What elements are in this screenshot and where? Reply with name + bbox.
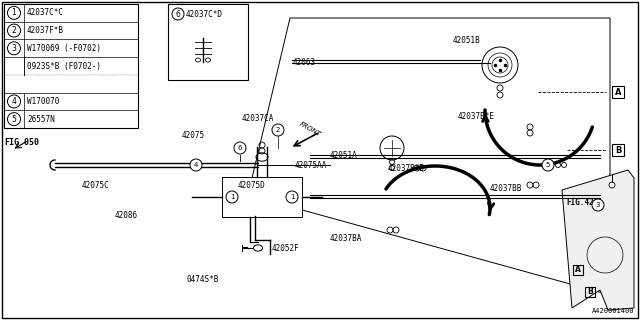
Text: 42037BB: 42037BB xyxy=(490,183,522,193)
Text: 42075C: 42075C xyxy=(82,180,109,189)
Circle shape xyxy=(226,191,238,203)
Text: W170069 (-F0702): W170069 (-F0702) xyxy=(27,44,101,53)
Text: 5: 5 xyxy=(546,162,550,168)
Bar xyxy=(168,4,248,80)
Circle shape xyxy=(542,159,554,171)
Text: 2: 2 xyxy=(276,127,280,133)
Circle shape xyxy=(8,6,20,19)
Text: A: A xyxy=(615,87,621,97)
Text: B: B xyxy=(587,287,593,297)
Text: 3: 3 xyxy=(596,202,600,208)
Text: FIG.421: FIG.421 xyxy=(566,198,598,207)
Text: 5: 5 xyxy=(12,115,17,124)
Text: A420001400: A420001400 xyxy=(591,308,634,314)
Text: 42037B*E: 42037B*E xyxy=(458,111,495,121)
Text: 4: 4 xyxy=(12,97,17,106)
Text: FIG.050: FIG.050 xyxy=(4,138,39,147)
Text: 2: 2 xyxy=(12,26,17,35)
Circle shape xyxy=(234,142,246,154)
Circle shape xyxy=(286,191,298,203)
Text: 42086: 42086 xyxy=(115,211,138,220)
Text: A: A xyxy=(575,266,581,275)
Circle shape xyxy=(8,113,20,126)
Text: 3: 3 xyxy=(12,44,17,53)
Bar xyxy=(222,177,302,217)
Circle shape xyxy=(272,124,284,136)
Text: 42037C*C: 42037C*C xyxy=(27,8,64,17)
Text: B: B xyxy=(615,146,621,155)
Bar xyxy=(612,86,624,98)
Bar xyxy=(585,287,595,297)
Text: 1: 1 xyxy=(12,8,17,17)
Text: 6: 6 xyxy=(237,145,243,151)
Text: 42037C*D: 42037C*D xyxy=(186,10,223,19)
Text: 42037CA: 42037CA xyxy=(242,114,275,123)
Circle shape xyxy=(8,42,20,55)
Text: 4: 4 xyxy=(194,162,198,168)
Circle shape xyxy=(172,8,184,20)
Text: 42075AA: 42075AA xyxy=(295,161,328,170)
Bar xyxy=(4,4,138,128)
Text: 42075: 42075 xyxy=(182,131,205,140)
Text: 42037F*B: 42037F*B xyxy=(27,26,64,35)
Text: 42037BA: 42037BA xyxy=(330,234,362,243)
Text: 0923S*B (F0702-): 0923S*B (F0702-) xyxy=(27,61,101,70)
Text: 42052F: 42052F xyxy=(272,244,300,252)
Text: W170070: W170070 xyxy=(27,97,60,106)
Text: 1: 1 xyxy=(230,194,234,200)
Text: FRONT: FRONT xyxy=(298,121,322,138)
Text: 26557N: 26557N xyxy=(27,115,55,124)
Circle shape xyxy=(592,199,604,211)
Text: 42037B*D: 42037B*D xyxy=(388,164,425,172)
Bar xyxy=(612,144,624,156)
Text: 6: 6 xyxy=(175,10,180,19)
Text: 42063: 42063 xyxy=(293,58,316,67)
Text: 42075D: 42075D xyxy=(238,180,266,189)
Text: 0474S*B: 0474S*B xyxy=(186,276,218,284)
Polygon shape xyxy=(562,170,634,310)
Circle shape xyxy=(190,159,202,171)
Text: 1: 1 xyxy=(290,194,294,200)
Bar xyxy=(573,265,583,275)
Circle shape xyxy=(8,95,20,108)
Circle shape xyxy=(8,24,20,37)
Text: 42051A: 42051A xyxy=(330,150,358,159)
Text: 42051B: 42051B xyxy=(453,36,481,44)
